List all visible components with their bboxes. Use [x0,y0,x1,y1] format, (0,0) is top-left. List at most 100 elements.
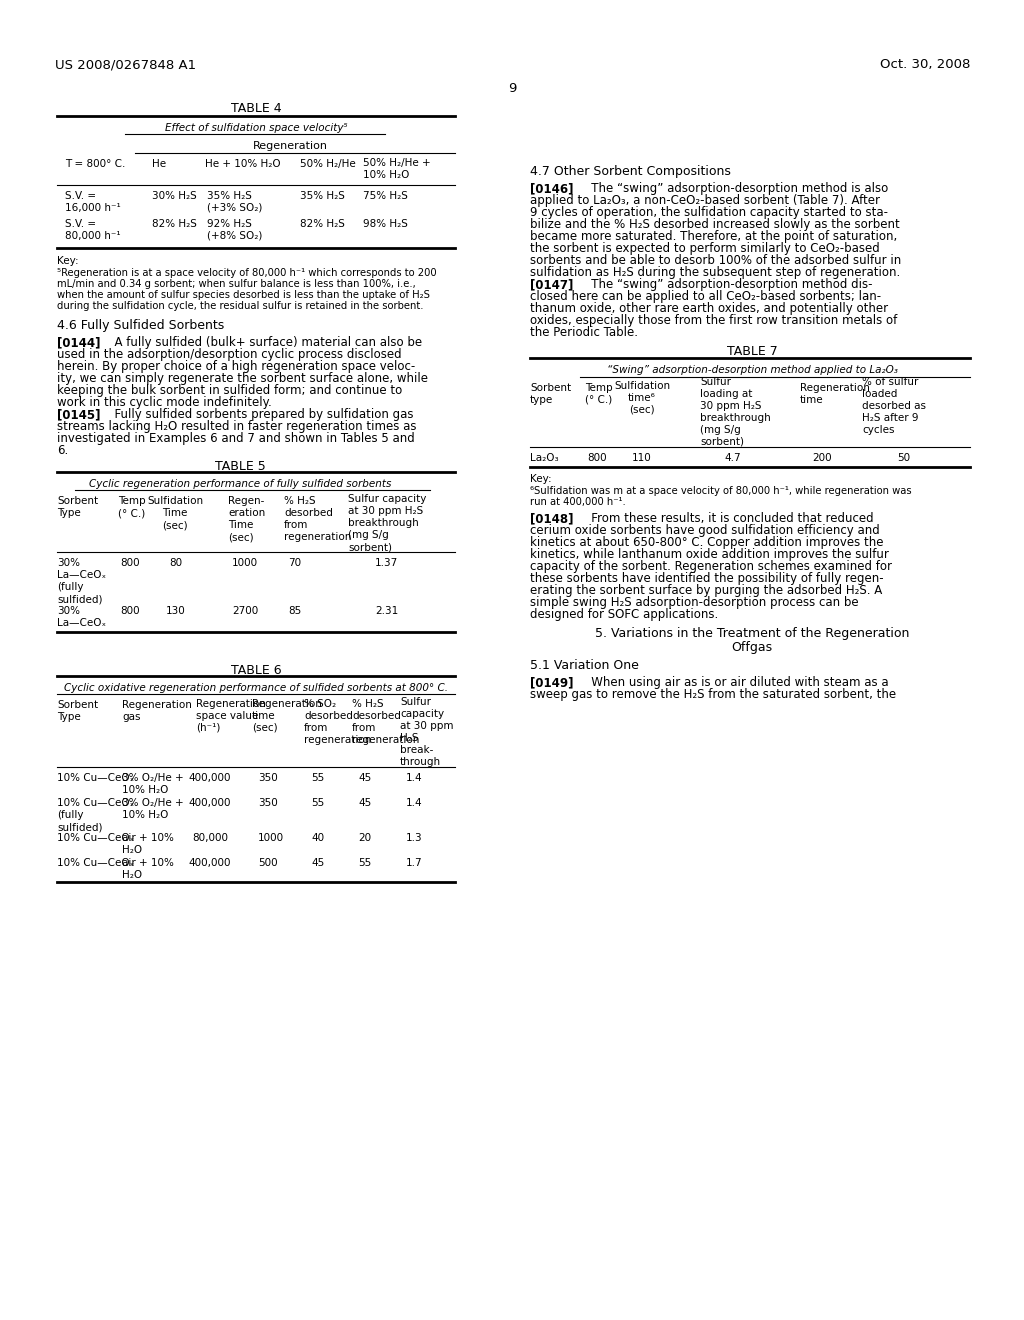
Text: 200: 200 [812,453,831,463]
Text: [0144]: [0144] [57,337,100,348]
Text: He: He [152,158,166,169]
Text: Key:: Key: [530,474,552,484]
Text: 50% H₂/He +: 50% H₂/He + [362,158,431,168]
Text: 55: 55 [311,774,325,783]
Text: (sec): (sec) [629,405,654,414]
Text: 400,000: 400,000 [188,799,231,808]
Text: [0148]: [0148] [530,512,573,525]
Text: Sulfur capacity: Sulfur capacity [348,494,426,504]
Text: Sorbent: Sorbent [57,700,98,710]
Text: He + 10% H₂O: He + 10% H₂O [205,158,281,169]
Text: [0145]: [0145] [57,408,100,421]
Text: 80,000: 80,000 [193,833,228,843]
Text: sulfidation as H₂S during the subsequent step of regeneration.: sulfidation as H₂S during the subsequent… [530,267,900,279]
Text: 4.7: 4.7 [724,453,740,463]
Text: (+8% SO₂): (+8% SO₂) [207,231,262,242]
Text: 50% H₂/He: 50% H₂/He [300,158,355,169]
Text: kinetics at about 650-800° C. Copper addition improves the: kinetics at about 650-800° C. Copper add… [530,536,884,549]
Text: at 30 ppm H₂S: at 30 ppm H₂S [348,506,423,516]
Text: sulfided): sulfided) [57,594,102,605]
Text: when the amount of sulfur species desorbed is less than the uptake of H₂S: when the amount of sulfur species desorb… [57,290,430,300]
Text: 82% H₂S: 82% H₂S [152,219,197,228]
Text: (° C.): (° C.) [118,508,145,517]
Text: 80,000 h⁻¹: 80,000 h⁻¹ [65,231,121,242]
Text: 55: 55 [358,858,372,869]
Text: from: from [284,520,308,531]
Text: 45: 45 [311,858,325,869]
Text: 35% H₂S: 35% H₂S [300,191,345,201]
Text: 92% H₂S: 92% H₂S [207,219,252,228]
Text: 75% H₂S: 75% H₂S [362,191,408,201]
Text: S.V. =: S.V. = [65,191,96,201]
Text: Regen-: Regen- [228,496,264,506]
Text: sweep gas to remove the H₂S from the saturated sorbent, the: sweep gas to remove the H₂S from the sat… [530,688,896,701]
Text: air + 10%: air + 10% [122,833,174,843]
Text: The “swing” adsorption-desorption method is also: The “swing” adsorption-desorption method… [580,182,888,195]
Text: % H₂S: % H₂S [284,496,315,506]
Text: the Periodic Table.: the Periodic Table. [530,326,638,339]
Text: 1000: 1000 [258,833,284,843]
Text: oxides, especially those from the first row transition metals of: oxides, especially those from the first … [530,314,897,327]
Text: desorbed: desorbed [352,711,400,721]
Text: 3% O₂/He +: 3% O₂/He + [122,799,183,808]
Text: Sulfur: Sulfur [400,697,431,708]
Text: closed here can be applied to all CeO₂-based sorbents; lan-: closed here can be applied to all CeO₂-b… [530,290,881,304]
Text: 10% H₂O: 10% H₂O [122,810,168,820]
Text: La—CeOₓ: La—CeOₓ [57,618,106,628]
Text: 800: 800 [120,606,139,616]
Text: 20: 20 [358,833,371,843]
Text: desorbed: desorbed [284,508,333,517]
Text: ity, we can simply regenerate the sorbent surface alone, while: ity, we can simply regenerate the sorben… [57,372,428,385]
Text: desorbed: desorbed [304,711,353,721]
Text: time⁶: time⁶ [628,393,656,403]
Text: regeneration: regeneration [304,735,372,744]
Text: Sulfur: Sulfur [700,378,731,387]
Text: from: from [304,723,329,733]
Text: A fully sulfided (bulk+ surface) material can also be: A fully sulfided (bulk+ surface) materia… [106,337,422,348]
Text: 70: 70 [288,558,301,568]
Text: breakthrough: breakthrough [700,413,771,422]
Text: thanum oxide, other rare earth oxides, and potentially other: thanum oxide, other rare earth oxides, a… [530,302,888,315]
Text: simple swing H₂S adsorption-desorption process can be: simple swing H₂S adsorption-desorption p… [530,597,859,609]
Text: 30% H₂S: 30% H₂S [152,191,197,201]
Text: 4.6 Fully Sulfided Sorbents: 4.6 Fully Sulfided Sorbents [57,319,224,333]
Text: 400,000: 400,000 [188,858,231,869]
Text: the sorbent is expected to perform similarly to CeO₂-based: the sorbent is expected to perform simil… [530,242,880,255]
Text: type: type [530,395,553,405]
Text: designed for SOFC applications.: designed for SOFC applications. [530,609,718,620]
Text: [0149]: [0149] [530,676,573,689]
Text: 55: 55 [311,799,325,808]
Text: (sec): (sec) [162,520,187,531]
Text: ⁶Sulfidation was m at a space velocity of 80,000 h⁻¹, while regeneration was: ⁶Sulfidation was m at a space velocity o… [530,486,911,496]
Text: TABLE 5: TABLE 5 [215,459,265,473]
Text: Sulfidation: Sulfidation [614,381,670,391]
Text: (h⁻¹): (h⁻¹) [196,723,220,733]
Text: 98% H₂S: 98% H₂S [362,219,408,228]
Text: Time: Time [163,508,187,517]
Text: regeneration: regeneration [284,532,351,543]
Text: (mg S/g: (mg S/g [700,425,740,436]
Text: From these results, it is concluded that reduced: From these results, it is concluded that… [580,512,873,525]
Text: Regeneration: Regeneration [800,383,869,393]
Text: 1.4: 1.4 [406,799,423,808]
Text: 4.7 Other Sorbent Compositions: 4.7 Other Sorbent Compositions [530,165,731,178]
Text: H₂O: H₂O [122,845,142,855]
Text: H₂S after 9: H₂S after 9 [862,413,919,422]
Text: 50: 50 [897,453,910,463]
Text: capacity: capacity [400,709,444,719]
Text: applied to La₂O₃, a non-CeO₂-based sorbent (Table 7). After: applied to La₂O₃, a non-CeO₂-based sorbe… [530,194,880,207]
Text: 40: 40 [311,833,325,843]
Text: these sorbents have identified the possibility of fully regen-: these sorbents have identified the possi… [530,572,884,585]
Text: investigated in Examples 6 and 7 and shown in Tables 5 and: investigated in Examples 6 and 7 and sho… [57,432,415,445]
Text: Key:: Key: [57,256,79,267]
Text: 350: 350 [258,799,278,808]
Text: 2.31: 2.31 [375,606,398,616]
Text: time: time [800,395,823,405]
Text: sorbents and be able to desorb 100% of the adsorbed sulfur in: sorbents and be able to desorb 100% of t… [530,253,901,267]
Text: Temp: Temp [118,496,145,506]
Text: sorbent): sorbent) [700,437,744,447]
Text: 130: 130 [166,606,186,616]
Text: 800: 800 [120,558,139,568]
Text: 10% Cu—CeOₓ: 10% Cu—CeOₓ [57,833,134,843]
Text: 10% H₂O: 10% H₂O [122,785,168,795]
